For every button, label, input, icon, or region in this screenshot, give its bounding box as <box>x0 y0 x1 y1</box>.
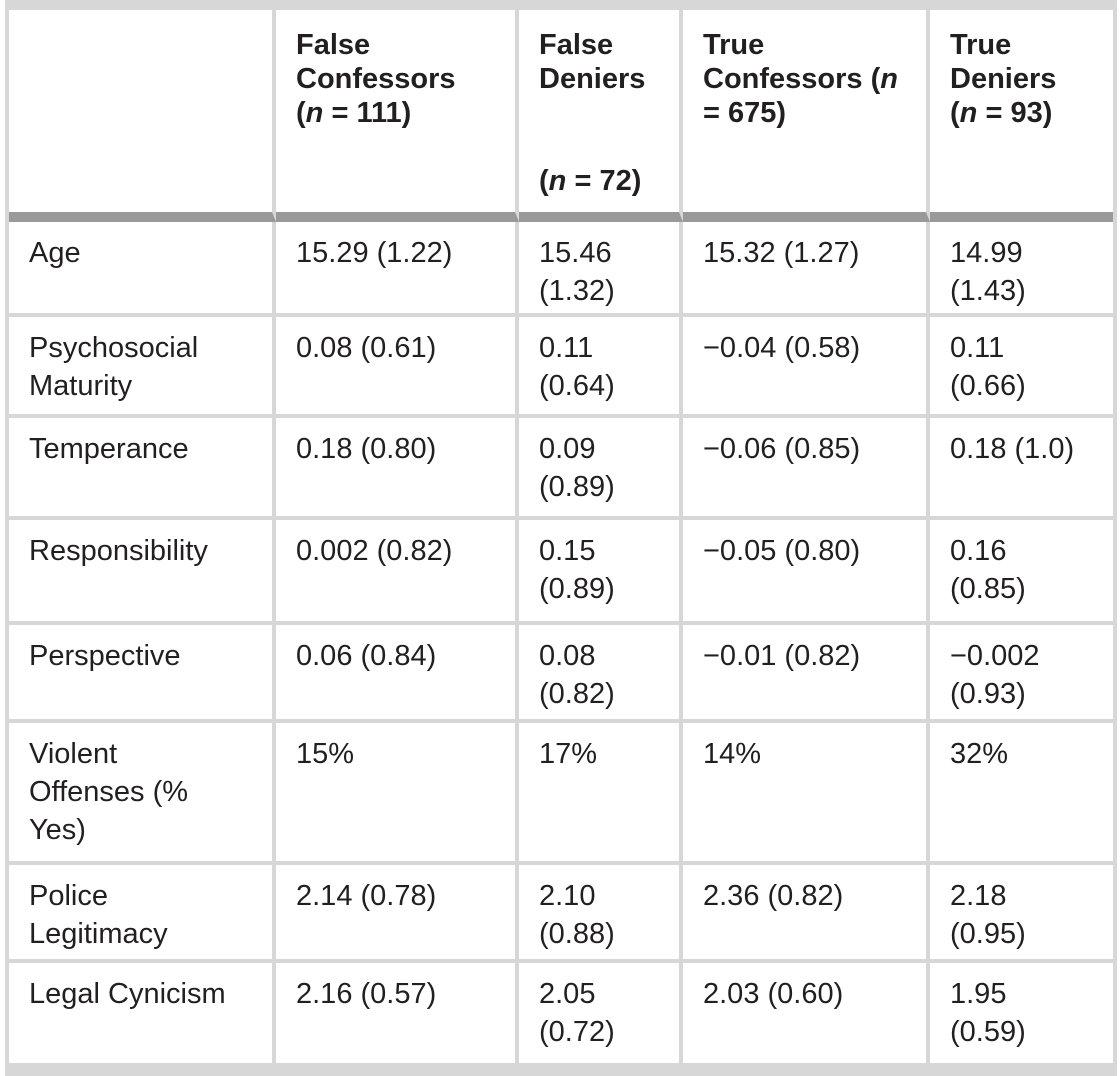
header-cell-false-deniers: False Deniers (n = 72) <box>519 10 683 222</box>
row-label: Violent Offenses (% Yes) <box>9 723 276 865</box>
data-cell: 0.002 (0.82) <box>276 520 519 625</box>
header-cell-false-confessors: False Confessors (n = 111) <box>276 10 519 222</box>
header-cell-true-confessors: True Confessors (n = 675) <box>683 10 930 222</box>
data-cell: −0.05 (0.80) <box>683 520 930 625</box>
table-row-violent-offenses: Violent Offenses (% Yes) 15% 17% 14% 32% <box>9 723 1113 865</box>
data-cell: 15.32 (1.27) <box>683 222 930 317</box>
data-cell: 0.18 (0.80) <box>276 418 519 520</box>
header-cell-empty <box>9 10 276 222</box>
data-cell: 2.03 (0.60) <box>683 963 930 1063</box>
table-row-perspective: Perspective 0.06 (0.84) 0.08 (0.82) −0.0… <box>9 625 1113 723</box>
data-cell: 0.18 (1.0) <box>930 418 1113 520</box>
data-cell: 2.14 (0.78) <box>276 865 519 963</box>
data-cell: −0.04 (0.58) <box>683 317 930 418</box>
table-row-legal-cynicism: Legal Cynicism 2.16 (0.57) 2.05 (0.72) 2… <box>9 963 1113 1063</box>
data-cell: 2.16 (0.57) <box>276 963 519 1063</box>
data-cell: 0.08 (0.82) <box>519 625 683 723</box>
data-cell: −0.002 (0.93) <box>930 625 1113 723</box>
data-cell: 0.08 (0.61) <box>276 317 519 418</box>
data-cell: 15% <box>276 723 519 865</box>
data-cell: 0.09 (0.89) <box>519 418 683 520</box>
data-cell: 0.15 (0.89) <box>519 520 683 625</box>
table-body: Age 15.29 (1.22) 15.46 (1.32) 15.32 (1.2… <box>9 222 1113 1063</box>
descriptives-table: False Confessors (n = 111) False Deniers (n… <box>9 10 1113 1063</box>
row-label: Psychosocial Maturity <box>9 317 276 418</box>
data-cell: 17% <box>519 723 683 865</box>
table-row-temperance: Temperance 0.18 (0.80) 0.09 (0.89) −0.06… <box>9 418 1113 520</box>
row-label: Temperance <box>9 418 276 520</box>
row-label: Police Legitimacy <box>9 865 276 963</box>
data-cell: 1.95 (0.59) <box>950 978 1026 1048</box>
table-header: False Confessors (n = 111) False Deniers (n… <box>9 10 1113 222</box>
data-cell: 2.36 (0.82) <box>683 865 930 963</box>
data-cell: 0.06 (0.84) <box>276 625 519 723</box>
table-row-police-legitimacy: Police Legitimacy 2.14 (0.78) 2.10 (0.88… <box>9 865 1113 963</box>
header-cell-true-deniers: True Deniers (n = 93) <box>930 10 1113 222</box>
table-row-responsibility: Responsibility 0.002 (0.82) 0.15 (0.89) … <box>9 520 1113 625</box>
row-label: Legal Cynicism <box>9 963 276 1063</box>
data-cell: 0.11 (0.66) <box>930 317 1113 418</box>
data-cell: 2.10 (0.88) <box>519 865 683 963</box>
row-label: Age <box>9 222 276 317</box>
data-cell: 0.11 (0.64) <box>519 317 683 418</box>
data-cell: 32% <box>930 723 1113 865</box>
header-row: False Confessors (n = 111) False Deniers (n… <box>9 10 1113 222</box>
row-label: Responsibility <box>9 520 276 625</box>
data-cell: 15.46 (1.32) <box>519 222 683 317</box>
row-label: Perspective <box>9 625 276 723</box>
stats-table-frame: False Confessors (n = 111) False Deniers (n… <box>5 0 1117 1076</box>
data-cell: −0.01 (0.82) <box>683 625 930 723</box>
data-cell: 14.99 (1.43) <box>930 222 1113 317</box>
data-cell: −0.06 (0.85) <box>683 418 930 520</box>
data-cell: 2.05 (0.72) <box>519 963 683 1063</box>
data-cell: 2.18 (0.95) <box>930 865 1113 963</box>
data-cell: 0.16 (0.85) <box>930 520 1113 625</box>
data-cell: 14% <box>683 723 930 865</box>
table-row-psychosocial-maturity: Psychosocial Maturity 0.08 (0.61) 0.11 (… <box>9 317 1113 418</box>
data-cell: 15.29 (1.22) <box>276 222 519 317</box>
table-row-age: Age 15.29 (1.22) 15.46 (1.32) 15.32 (1.2… <box>9 222 1113 317</box>
